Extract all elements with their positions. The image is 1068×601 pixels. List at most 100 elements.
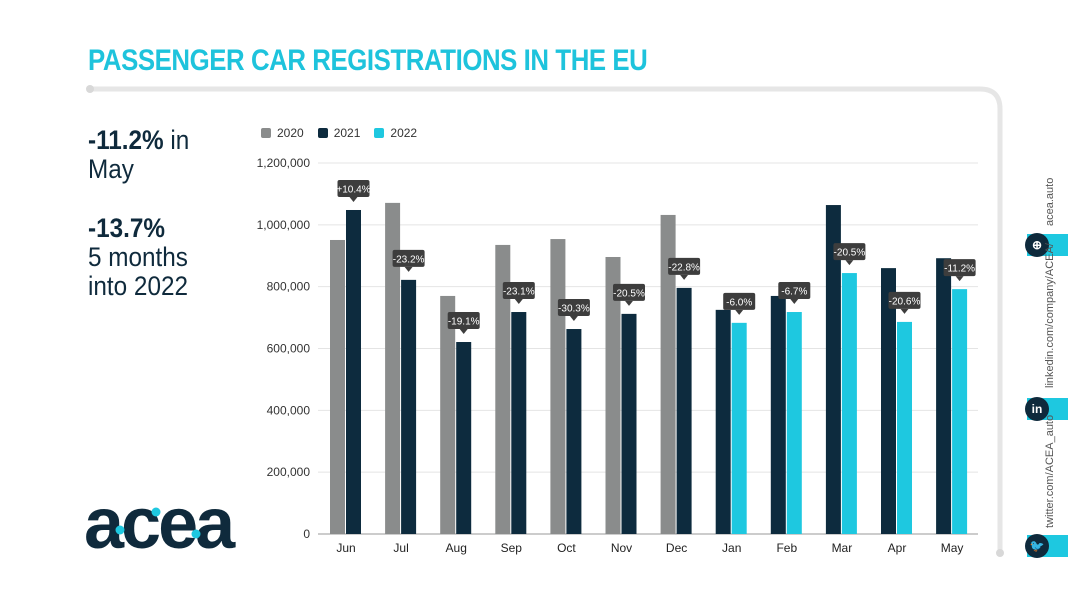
kpi-ytd-line3: into 2022 — [88, 271, 188, 301]
bar-2022-May — [952, 289, 968, 534]
legend-swatch-2020 — [261, 128, 271, 138]
change-label-pointer — [735, 309, 744, 315]
legend-swatch-2021 — [317, 128, 328, 138]
acea-logo: acea — [84, 484, 244, 577]
x-tick-label: May — [941, 541, 964, 555]
bar-2021-Mar — [825, 205, 841, 534]
x-tick-label: Jun — [336, 541, 355, 555]
y-tick-label: 800,000 — [267, 280, 311, 294]
legend-label-2022: 2022 — [390, 126, 418, 140]
bar-2021-Feb — [770, 295, 786, 534]
bar-2021-Jan — [715, 309, 731, 534]
y-tick-label: 1,000,000 — [257, 218, 311, 232]
x-tick-label: Apr — [888, 541, 907, 555]
bar-2022-Jan — [731, 322, 747, 534]
change-label-box — [778, 282, 811, 300]
change-label-box — [337, 179, 370, 197]
bar-2020-Oct — [550, 239, 566, 534]
change-label-pointer — [404, 266, 413, 272]
change-label-box — [447, 312, 480, 330]
legend-label-2020: 2020 — [277, 126, 304, 140]
change-label-box — [888, 291, 921, 309]
svg-text:acea: acea — [84, 490, 236, 560]
change-label-pointer — [900, 308, 909, 314]
kpi-may-text: in — [163, 125, 190, 155]
change-label: -6.7% — [781, 287, 807, 298]
change-label-box — [557, 299, 590, 317]
change-label-pointer — [514, 299, 523, 305]
change-label: -19.1% — [448, 317, 480, 328]
legend: 2020 2021 2022 — [261, 126, 417, 140]
change-label-box — [502, 282, 535, 300]
change-label-pointer — [955, 276, 964, 282]
legend-label-2021: 2021 — [333, 126, 361, 140]
y-tick-label: 200,000 — [267, 465, 311, 479]
change-label: +10.4% — [336, 184, 370, 195]
bar-2021-Apr — [881, 268, 896, 534]
bar-2021-Oct — [566, 329, 582, 534]
y-tick-label: 400,000 — [267, 403, 311, 417]
bar-2021-Dec — [676, 287, 692, 534]
change-label-box — [833, 243, 866, 261]
change-label: -23.2% — [393, 254, 425, 265]
change-label-pointer — [680, 274, 689, 280]
x-tick-label: Feb — [776, 541, 797, 555]
bar-2021-Aug — [456, 342, 472, 534]
x-tick-label: Nov — [611, 541, 632, 555]
change-label: -30.3% — [558, 304, 590, 315]
legend-swatch-2022 — [374, 128, 385, 138]
change-label: -6.0% — [726, 297, 752, 308]
bar-2021-Sep — [511, 312, 527, 534]
change-label: -11.2% — [944, 264, 975, 275]
x-tick-label: Oct — [557, 541, 576, 555]
x-tick-label: Mar — [832, 541, 853, 555]
change-label-pointer — [569, 316, 578, 322]
x-tick-label: Jul — [393, 541, 408, 555]
bar-2022-Feb — [786, 312, 802, 534]
change-label-pointer — [790, 299, 799, 305]
kpi-ytd-value: -13.7% — [88, 213, 166, 243]
change-label-box — [613, 283, 645, 301]
change-label-pointer — [845, 260, 854, 266]
bar-2020-Jul — [385, 202, 401, 534]
change-label-pointer — [625, 300, 633, 306]
bar-2021-Jun — [346, 209, 361, 534]
twitter-icon[interactable]: 🐦 — [1025, 534, 1049, 558]
x-tick-label: Aug — [446, 541, 467, 555]
bar-2022-Mar — [841, 273, 857, 534]
linkedin-icon[interactable]: in — [1025, 397, 1049, 421]
bar-2021-Jul — [401, 279, 417, 534]
kpi-may-month: May — [88, 154, 134, 184]
change-label-box — [943, 259, 976, 277]
globe-icon[interactable]: ⊕ — [1025, 233, 1049, 257]
acea-logo-graphic: acea — [84, 484, 239, 564]
kpi-may-value: -11.2% — [88, 125, 164, 155]
change-label-pointer — [459, 329, 468, 335]
x-tick-label: Sep — [501, 541, 523, 555]
y-tick-label: 600,000 — [267, 342, 311, 356]
change-label-pointer — [349, 196, 358, 202]
change-label: -20.5% — [613, 288, 645, 299]
y-tick-label: 1,200,000 — [257, 156, 311, 170]
kpi-ytd-line2: 5 months — [88, 242, 188, 272]
page-title: PASSENGER CAR REGISTRATIONS IN THE EU — [88, 44, 648, 77]
y-tick-label: 0 — [303, 527, 310, 541]
kpi-ytd: -13.7% 5 months into 2022 — [88, 214, 188, 301]
bar-2020-Sep — [495, 244, 511, 534]
bar-2020-Aug — [440, 295, 456, 534]
bar-2021-May — [936, 258, 952, 534]
change-label-box — [668, 257, 701, 275]
bar-2022-Apr — [897, 321, 912, 534]
change-label: -20.6% — [889, 296, 921, 307]
bar-2020-Nov — [605, 256, 621, 534]
change-label: -22.8% — [668, 262, 700, 273]
kpi-may: -11.2% in May — [88, 126, 189, 184]
bar-2020-Jun — [330, 239, 345, 535]
x-tick-label: Dec — [666, 541, 687, 555]
bar-2020-Dec — [660, 214, 676, 534]
bar-2021-Nov — [621, 313, 637, 534]
x-tick-label: Jan — [722, 541, 741, 555]
